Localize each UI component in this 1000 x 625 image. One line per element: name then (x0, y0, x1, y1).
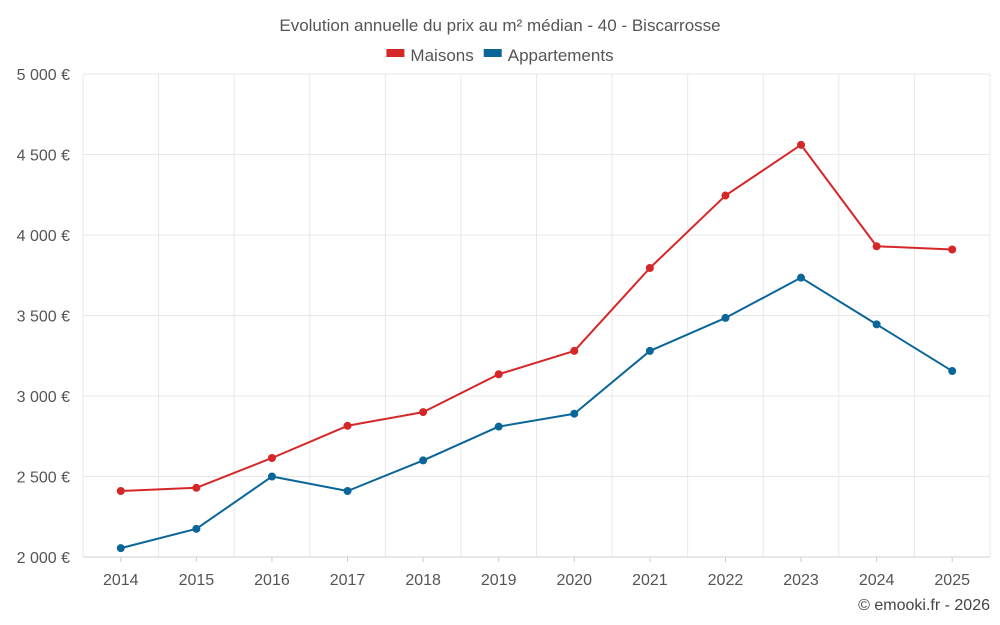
data-point-maisons-2021[interactable] (645, 264, 654, 273)
data-point-appartements-2018[interactable] (419, 456, 428, 465)
data-point-maisons-2024[interactable] (872, 242, 881, 251)
legend-swatch (386, 49, 405, 57)
y-tick-label: 3 000 € (17, 389, 70, 406)
grid (82, 73, 991, 558)
data-point-appartements-2022[interactable] (721, 313, 730, 322)
y-axis: 2 000 € 2 500 € 3 000 € 3 500 € 4 000 € 4 500… (17, 67, 70, 567)
x-tick-label: 2024 (859, 572, 895, 589)
data-point-appartements-2023[interactable] (797, 273, 806, 282)
data-point-appartements-2024[interactable] (872, 320, 881, 329)
y-tick-label: 5 000 € (17, 67, 70, 84)
data-point-appartements-2020[interactable] (570, 409, 579, 418)
series-line-appartements (120, 276, 953, 550)
data-point-maisons-2017[interactable] (343, 421, 352, 430)
legend-label: Maisons (410, 46, 473, 65)
legend-item-appartements[interactable]: Appartements (483, 46, 614, 65)
x-tick-label: 2025 (934, 572, 970, 589)
x-tick-label: 2017 (330, 572, 366, 589)
y-tick-label: 2 500 € (17, 470, 70, 487)
legend: Maisons Appartements (386, 46, 614, 65)
data-point-appartements-2015[interactable] (192, 524, 201, 533)
data-point-maisons-2019[interactable] (494, 370, 503, 379)
data-point-maisons-2018[interactable] (419, 408, 428, 417)
data-point-maisons-2020[interactable] (570, 346, 579, 355)
series-line-maisons (120, 143, 953, 492)
y-tick-label: 4 500 € (17, 148, 70, 165)
data-point-appartements-2025[interactable] (948, 367, 957, 376)
x-tick-label: 2016 (254, 572, 290, 589)
data-point-maisons-2014[interactable] (116, 486, 125, 495)
x-tick-label: 2019 (481, 572, 517, 589)
x-tick-label: 2018 (405, 572, 441, 589)
data-point-maisons-2023[interactable] (797, 140, 806, 149)
x-tick-label: 2022 (708, 572, 744, 589)
legend-label: Appartements (508, 46, 614, 65)
data-point-maisons-2022[interactable] (721, 191, 730, 200)
y-tick-label: 4 000 € (17, 228, 70, 245)
data-point-maisons-2015[interactable] (192, 483, 201, 492)
series (116, 140, 957, 553)
data-point-appartements-2019[interactable] (494, 422, 503, 431)
credit-text: © emooki.fr - 2026 (858, 597, 990, 614)
data-point-maisons-2025[interactable] (948, 245, 957, 254)
data-point-maisons-2016[interactable] (267, 453, 276, 462)
y-tick-label: 2 000 € (17, 550, 70, 567)
data-point-appartements-2014[interactable] (116, 544, 125, 553)
legend-item-maisons[interactable]: Maisons (386, 46, 474, 65)
y-tick-label: 3 500 € (17, 309, 70, 326)
legend-swatch (483, 49, 502, 57)
x-tick-label: 2021 (632, 572, 668, 589)
x-axis: 2014 2015 2016 2017 2018 2019 2020 2021 2022 2023… (103, 557, 970, 589)
x-tick-label: 2023 (783, 572, 819, 589)
data-point-appartements-2021[interactable] (645, 346, 654, 355)
data-point-appartements-2017[interactable] (343, 486, 352, 495)
x-tick-label: 2014 (103, 572, 139, 589)
x-tick-label: 2015 (179, 572, 215, 589)
chart-title: Evolution annuelle du prix au m² médian … (279, 16, 720, 35)
data-point-appartements-2016[interactable] (267, 472, 276, 481)
x-tick-label: 2020 (556, 572, 592, 589)
